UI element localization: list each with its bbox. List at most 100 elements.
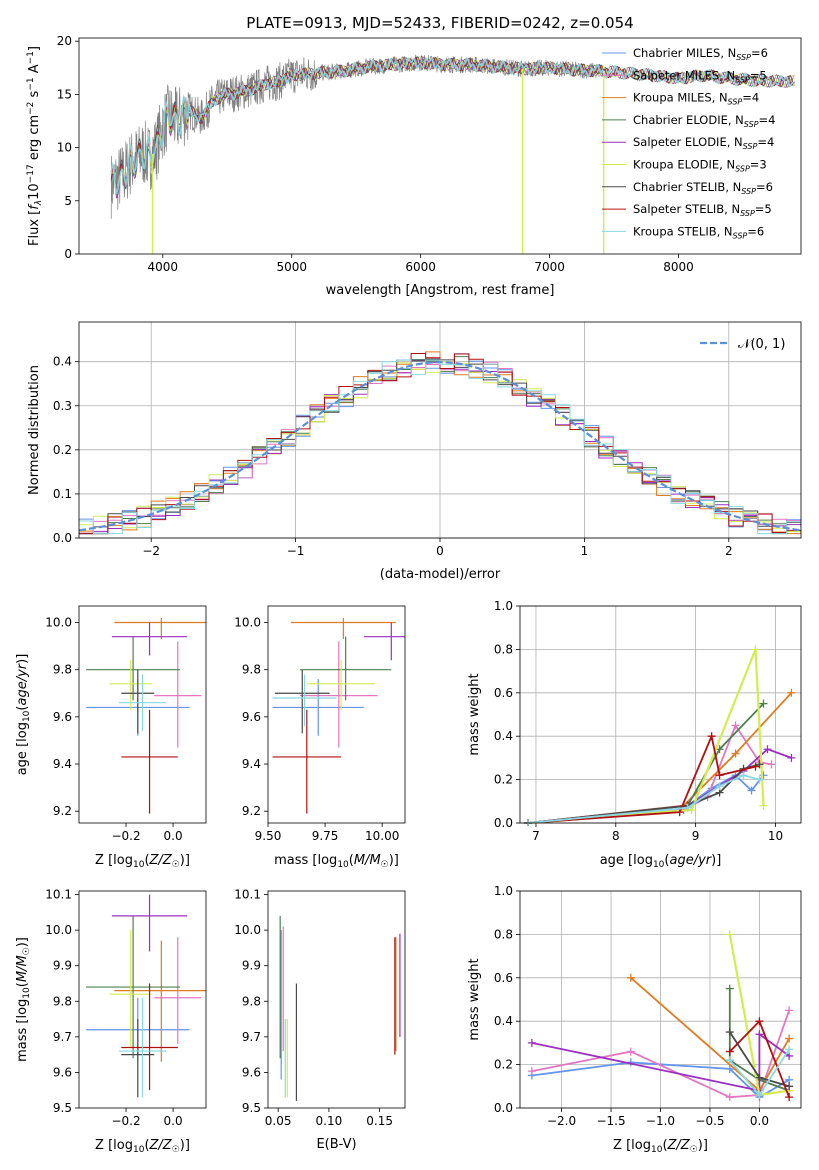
mass-weight-point [715,771,724,780]
spectrum-panel-frame [78,37,802,255]
tick-label-x: 0.0 [164,1114,183,1128]
mass-weight-point [755,1073,764,1082]
mass-vs-metallicity-panel-frame [78,890,207,1109]
tick-label-y: 0.6 [494,971,513,985]
x-axis-label: (data-model)/error [380,567,501,582]
mass-vs-extinction-panel: 0.05 0.10 0.15 9.5 9.6 9.7 9.8 9.9 10.0 10.1 E(B-V… [234,888,406,1152]
age-vs-mass-panel-content [272,617,405,814]
mass-vs-extinction-panel-frame [267,890,406,1109]
tick-label-y: 0.0 [494,816,513,830]
mass-weight-point [755,1030,764,1039]
tick-label-y: 0.4 [494,1014,513,1028]
tick-label-y: 1.0 [494,884,513,898]
tick-label-x: −2 [142,544,160,558]
tick-label-y: 9.8 [53,663,72,677]
tick-label-y: 0.0 [494,1101,513,1115]
tick-label-y: 10.0 [45,616,72,630]
gaussian-reference-line [79,360,801,532]
mass-weight-point [527,1038,536,1047]
x-axis-label: mass [log10(M/M☉)] [274,853,399,870]
mass-weight-point [527,1067,536,1076]
y-axis-label: Flux [fλ10−17 erg cm−2 s−1 A−1] [26,46,44,246]
tick-label-x: −0.2 [111,1114,140,1128]
tick-label-y: 9.2 [242,804,261,818]
age-vs-metallicity-panel-frame [78,605,207,824]
legend-entry: Kroupa STELIB, NSSP=6 [633,224,764,240]
massweight-vs-age-panel: 7 8 9 10 0.0 0.2 0.4 0.6 0.8 1.0 age [log10(age/yr… [467,599,802,870]
model-spectrum-line [110,55,795,194]
tick-label-y: 9.5 [53,1101,72,1115]
massweight-vs-metallicity-panel-content [527,930,794,1102]
tick-label-y: 9.8 [242,994,261,1008]
mass-weight-point [755,775,764,784]
mass-weight-point [785,1093,794,1102]
tick-label-x: 6000 [405,260,436,274]
tick-label-x: 1 [581,544,589,558]
tick-label-y: 0 [64,247,72,261]
tick-label-y: 0.4 [53,355,72,369]
tick-label-y: 9.8 [242,663,261,677]
tick-label-x: 9.50 [255,829,282,843]
legend-entry: Kroupa ELODIE, NSSP=3 [633,158,767,174]
tick-label-x: 2 [725,544,733,558]
mass-weight-point [751,762,760,771]
tick-label-y: 0.1 [53,487,72,501]
tick-label-y: 9.5 [242,1101,261,1115]
mass-vs-metallicity-panel-content [86,894,206,1098]
x-axis-label: age [log10(age/yr)] [600,853,722,870]
tick-label-y: 9.9 [242,959,261,973]
mass-weight-point [731,721,740,730]
tick-label-y: 10.0 [234,923,261,937]
mass-weight-point [725,1028,734,1037]
tick-label-y: 0.3 [53,399,72,413]
tick-label-y: 9.2 [53,804,72,818]
tick-label-x: 10 [768,829,783,843]
tick-label-x: −2.0 [547,1114,576,1128]
tick-label-y: 0.2 [53,443,72,457]
mass-weight-point [759,699,768,708]
tick-label-x: 5000 [276,260,307,274]
spectrum-panel: 4000 5000 6000 7000 8000 0 5 10 15 20 Chabrier MIL… [26,34,802,298]
tick-label-y: 0.2 [494,1058,513,1072]
mass-weight-series [728,988,790,1092]
mass-weight-point [785,1082,794,1091]
legend-entry: Kroupa MILES, NSSP=4 [633,91,759,107]
tick-label-x: −1.5 [596,1114,625,1128]
tick-label-x: 7 [532,829,540,843]
residual-panel-frame [78,321,802,539]
model-spectrum-line [110,56,795,190]
tick-label-y: 0.0 [53,531,72,545]
mass-weight-point [759,771,768,780]
tick-label-y: 1.0 [494,599,513,613]
mass-weight-point [755,1017,764,1026]
massweight-vs-metallicity-panel: −2.0 −1.5 −1.0 −0.5 0.0 0.0 0.2 0.4 0.6 0.8 1.0 Z [… [467,884,802,1155]
mass-weight-point [785,1006,794,1015]
tick-label-y: 5 [64,194,72,208]
tick-label-y: 10.1 [234,888,261,902]
y-axis-label: Normed distribution [27,365,42,495]
age-vs-mass-panel-frame [267,605,406,824]
tick-label-y: 9.6 [53,1065,72,1079]
tick-label-x: −0.5 [695,1114,724,1128]
mass-weight-point [725,984,734,993]
age-vs-metallicity-panel-content [86,617,206,814]
tick-label-y: 9.4 [53,757,72,771]
tick-label-x: −1.0 [646,1114,675,1128]
tick-label-y: 0.6 [494,686,513,700]
x-axis-label: E(B-V) [316,1137,356,1152]
legend-entry: Chabrier STELIB, NSSP=6 [633,180,773,196]
mass-weight-point [715,782,724,791]
tick-label-x: 9.75 [312,829,339,843]
tick-label-y: 10.1 [45,888,72,902]
age-vs-mass-panel: 9.50 9.75 10.00 9.2 9.4 9.6 9.8 10.0 mass [log10… [234,605,406,870]
tick-label-y: 9.4 [242,757,261,771]
tick-label-y: 0.4 [494,729,513,743]
residual-panel-content [79,351,801,535]
x-axis-label: Z [log10(Z/Z☉)] [613,1138,708,1155]
mass-weight-point [763,745,772,754]
model-spectrum-line [110,56,796,195]
mass-vs-metallicity-panel: −0.2 0.0 9.5 9.6 9.7 9.8 9.9 10.0 10.1 Z [log10(Z… [15,888,207,1155]
tick-label-y: 15 [57,87,72,101]
